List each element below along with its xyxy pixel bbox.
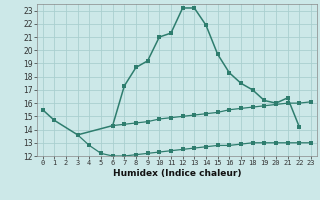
- X-axis label: Humidex (Indice chaleur): Humidex (Indice chaleur): [113, 169, 241, 178]
